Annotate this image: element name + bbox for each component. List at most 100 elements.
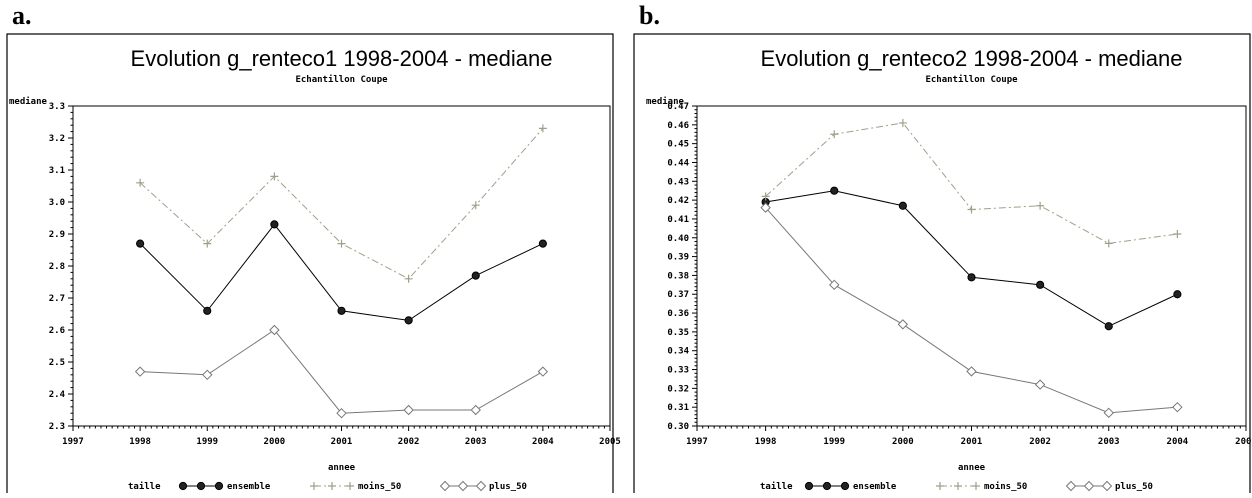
data-point-plus_50: [202, 369, 213, 381]
chart-panel-a: a. Evolution g_renteco1 1998-2004 - media…: [6, 1, 621, 498]
panel-frame: [633, 33, 1251, 498]
y-tick-label: 0.39: [667, 253, 689, 263]
data-point-ensemble: [404, 316, 413, 325]
legend-label-moins_50: moins_50: [358, 481, 401, 492]
legend: taille ensemble moins_50 plus_50: [760, 480, 1153, 492]
y-tick-label: 0.38: [667, 271, 689, 281]
x-tick-label: 1999: [823, 437, 845, 447]
x-tick-label: 2005: [1235, 437, 1252, 447]
legend-title: taille: [128, 481, 161, 492]
y-tick-label: 2.3: [49, 422, 65, 432]
data-point-moins_50: [404, 274, 413, 283]
legend-marker: [972, 482, 980, 490]
series-ensemble: [136, 220, 547, 325]
series-plus_50: [134, 324, 549, 419]
data-point-plus_50: [470, 404, 481, 416]
panel-label: b.: [639, 1, 660, 30]
y-axis-label: mediane: [646, 96, 685, 107]
legend-swatch-plus_50: [1065, 480, 1113, 492]
series-moins_50: [136, 124, 547, 283]
data-point-plus_50: [966, 366, 977, 377]
y-tick-label: 0.36: [667, 309, 689, 319]
y-tick-label: 0.44: [667, 158, 689, 168]
legend-marker: [1083, 480, 1095, 492]
y-tick-label: 2.9: [49, 230, 65, 240]
plot-area: [696, 105, 1247, 427]
data-point-ensemble: [337, 306, 346, 315]
series-plus_50: [760, 202, 1183, 419]
legend-marker: [457, 480, 469, 492]
legend-marker: [954, 482, 962, 490]
y-tick-label: 2.7: [49, 294, 65, 304]
y-tick-label: 0.40: [667, 234, 689, 244]
data-point-plus_50: [336, 407, 347, 419]
data-point-moins_50: [830, 130, 839, 139]
legend-marker: [822, 481, 832, 491]
y-tick-label: 0.41: [667, 215, 689, 225]
legend-marker: [936, 482, 944, 490]
legend-marker: [1101, 480, 1113, 492]
legend-marker: [310, 482, 318, 490]
series-line-plus_50: [765, 207, 1178, 414]
legend-marker: [840, 481, 850, 491]
x-tick-label: 2000: [892, 437, 914, 447]
x-tick-label: 1997: [62, 437, 84, 447]
y-tick-label: 0.46: [667, 121, 689, 131]
x-tick-label: 2004: [1167, 437, 1189, 447]
data-point-moins_50: [471, 201, 480, 210]
y-tick-label: 0.33: [667, 366, 689, 376]
chart-subtitle: Echantillon Coupe: [925, 74, 1018, 85]
y-tick-label: 2.4: [49, 390, 66, 400]
legend-label-ensemble: ensemble: [227, 482, 271, 492]
y-tick-label: 3.0: [49, 198, 65, 208]
data-point-moins_50: [1036, 201, 1045, 210]
series-line-ensemble: [139, 223, 544, 321]
legend-marker: [439, 480, 451, 492]
data-point-moins_50: [1173, 230, 1182, 238]
data-point-moins_50: [136, 178, 145, 187]
data-point-ensemble: [471, 271, 480, 280]
legend-swatch-moins_50: [936, 482, 980, 490]
x-tick-label: 2003: [465, 437, 487, 447]
data-point-moins_50: [1104, 239, 1113, 248]
data-point-moins_50: [270, 172, 279, 181]
data-point-plus_50: [1172, 401, 1183, 413]
x-tick-label: 1997: [686, 437, 708, 447]
legend-marker: [214, 481, 224, 491]
data-point-ensemble: [898, 201, 907, 210]
data-point-plus_50: [403, 404, 414, 416]
y-tick-label: 0.32: [667, 384, 689, 394]
legend-title: taille: [760, 481, 793, 492]
y-tick-label: 0.43: [667, 177, 689, 187]
x-tick-label: 2000: [264, 437, 286, 447]
legend-swatch-ensemble: [178, 481, 224, 491]
x-tick-label: 1998: [129, 437, 151, 447]
data-point-plus_50: [829, 279, 840, 291]
y-tick-label: 0.47: [667, 102, 689, 112]
data-point-plus_50: [897, 319, 909, 330]
panel-label: a.: [12, 1, 32, 30]
y-tick-label: 0.34: [667, 347, 689, 357]
data-point-moins_50: [898, 118, 907, 127]
data-point-ensemble: [136, 239, 145, 248]
legend-marker: [1065, 480, 1077, 492]
data-point-plus_50: [537, 366, 549, 377]
legend-label-plus_50: plus_50: [1115, 482, 1153, 492]
data-point-moins_50: [203, 239, 212, 248]
y-tick-label: 0.30: [667, 422, 689, 432]
legend-label-plus_50: plus_50: [489, 482, 527, 492]
y-tick-label: 0.35: [667, 328, 689, 338]
data-point-plus_50: [760, 202, 771, 213]
x-tick-label: 2003: [1098, 437, 1120, 447]
y-tick-label: 0.37: [667, 290, 689, 300]
legend-swatch-ensemble: [804, 481, 850, 491]
data-point-ensemble: [1173, 290, 1182, 299]
chart-title: Evolution g_renteco2 1998-2004 - mediane: [761, 46, 1183, 71]
chart-panel-b: b. Evolution g_renteco2 1998-2004 - media…: [633, 1, 1252, 498]
series-ensemble: [761, 186, 1182, 331]
x-tick-label: 1999: [196, 437, 218, 447]
data-point-ensemble: [270, 220, 279, 229]
data-point-ensemble: [538, 239, 547, 248]
legend-marker: [196, 481, 206, 491]
